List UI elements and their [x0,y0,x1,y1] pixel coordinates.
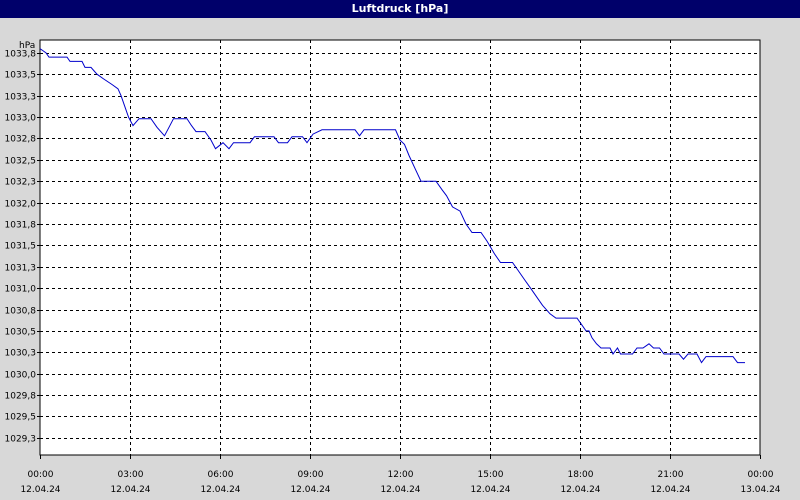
y-axis-unit-label: hPa [19,41,35,51]
x-tick-time-label: 21:00 [658,470,684,480]
y-tick-label: 1031,3 [5,264,37,274]
x-tick-date-label: 12.04.24 [560,485,600,495]
x-tick-date-label: 12.04.24 [20,485,60,495]
y-tick-label: 1030,8 [5,307,37,317]
x-tick-date-label: 12.04.24 [290,485,330,495]
y-tick-label: 1031,8 [5,221,37,231]
y-tick-label: 1033,0 [5,114,37,124]
y-tick-label: 1031,0 [5,285,37,295]
x-tick-date-label: 12.04.24 [380,485,420,495]
y-tick-label: 1033,3 [5,93,37,103]
x-tick-date-label: 12.04.24 [650,485,690,495]
y-tick-label: 1033,8 [5,50,37,60]
y-tick-label: 1029,8 [5,392,37,402]
x-tick-time-label: 00:00 [748,470,774,480]
pressure-series-line [39,48,745,364]
y-axis: 1033,8 1033,5 1033,3 1033,0 1032,8 1032,5 1032… [5,50,40,445]
x-tick-date-label: 12.04.24 [200,485,240,495]
x-tick-time-label: 18:00 [568,470,594,480]
x-tick-date-label: 12.04.24 [110,485,150,495]
y-tick-label: 1030,0 [5,371,37,381]
y-tick-label: 1032,3 [5,178,37,188]
x-tick-time-label: 03:00 [118,470,144,480]
plot-background [39,39,761,456]
x-axis: 00:00 12.04.24 03:00 12.04.24 06:00 12.04.24 0… [20,455,781,495]
x-tick-date-label: 12.04.24 [470,485,510,495]
chart-title: Luftdruck [hPa] [0,0,800,18]
y-tick-label: 1032,0 [5,200,37,210]
y-tick-label: 1032,8 [5,135,37,145]
x-tick-time-label: 00:00 [28,470,54,480]
y-tick-label: 1029,3 [5,435,37,445]
x-tick-time-label: 06:00 [208,470,234,480]
y-tick-label: 1032,5 [5,157,37,167]
y-tick-label: 1033,5 [5,71,37,81]
y-tick-label: 1030,3 [5,349,37,359]
x-tick-date-label: 13.04.24 [740,485,780,495]
x-tick-time-label: 15:00 [478,470,504,480]
x-tick-time-label: 09:00 [298,470,324,480]
y-tick-label: 1030,5 [5,328,37,338]
y-tick-label: 1031,5 [5,242,37,252]
x-tick-time-label: 12:00 [388,470,414,480]
y-tick-label: 1029,5 [5,413,37,423]
grid-lines [40,40,760,455]
